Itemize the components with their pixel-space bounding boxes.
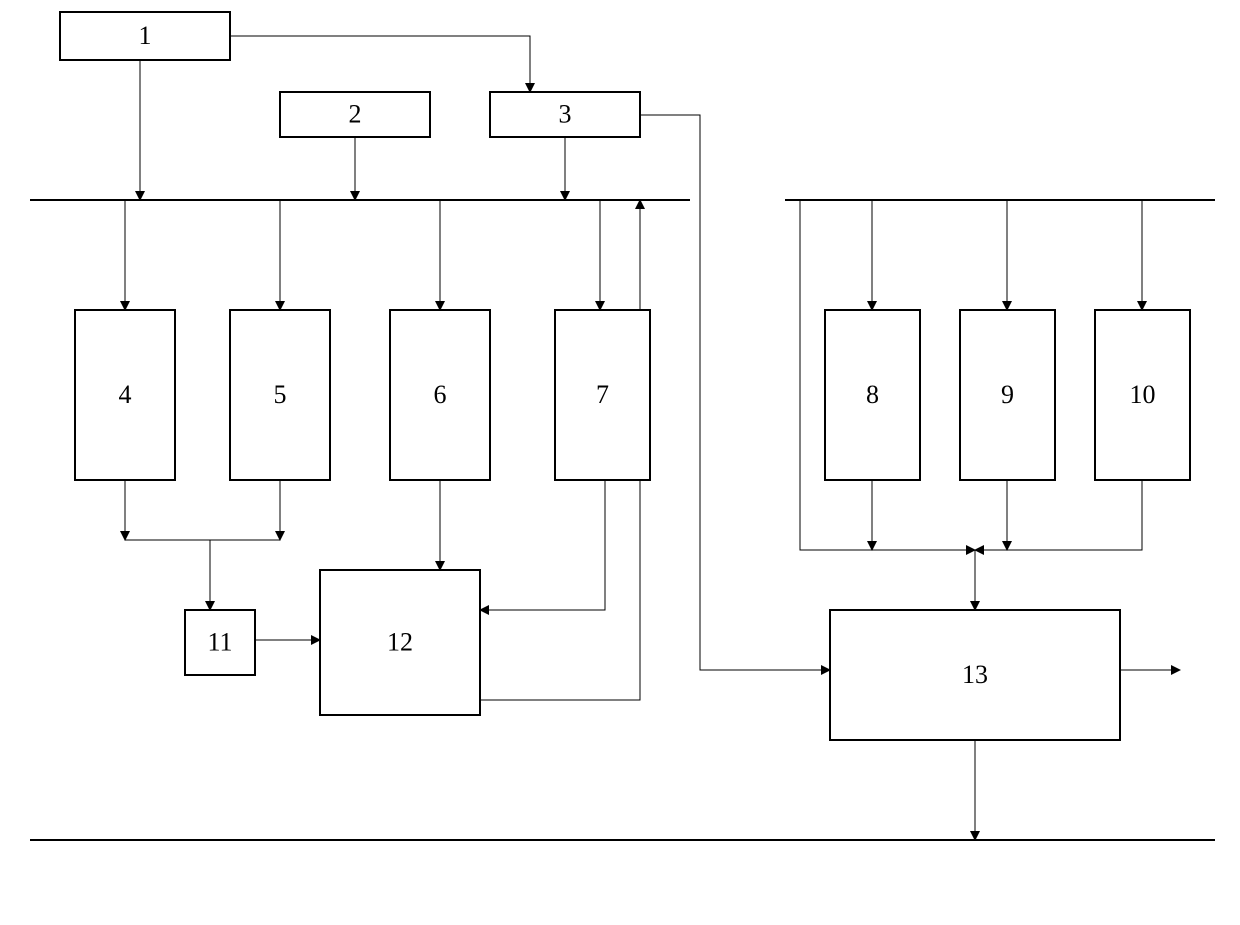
node-label-n2: 2 xyxy=(349,99,362,128)
node-label-n8: 8 xyxy=(866,380,879,409)
node-n3: 3 xyxy=(490,92,640,137)
node-n13: 13 xyxy=(830,610,1120,740)
node-n7: 7 xyxy=(555,310,650,480)
node-n8: 8 xyxy=(825,310,920,480)
node-label-n6: 6 xyxy=(434,380,447,409)
edge-17 xyxy=(480,480,605,610)
node-label-n13: 13 xyxy=(962,660,988,689)
node-n1: 1 xyxy=(60,12,230,60)
node-n11: 11 xyxy=(185,610,255,675)
node-label-n7: 7 xyxy=(596,380,609,409)
node-label-n1: 1 xyxy=(139,21,152,50)
block-diagram: 12345678910111213 xyxy=(0,0,1240,925)
edge-19 xyxy=(640,115,830,670)
node-label-n12: 12 xyxy=(387,627,413,656)
node-n5: 5 xyxy=(230,310,330,480)
node-label-n9: 9 xyxy=(1001,380,1014,409)
node-n9: 9 xyxy=(960,310,1055,480)
node-label-n10: 10 xyxy=(1130,380,1156,409)
node-label-n4: 4 xyxy=(119,380,132,409)
edge-11 xyxy=(125,480,280,540)
node-label-n5: 5 xyxy=(274,380,287,409)
edge-0 xyxy=(230,36,530,92)
node-label-n11: 11 xyxy=(207,627,232,656)
node-label-n3: 3 xyxy=(559,99,572,128)
node-n2: 2 xyxy=(280,92,430,137)
node-n6: 6 xyxy=(390,310,490,480)
node-n4: 4 xyxy=(75,310,175,480)
node-n12: 12 xyxy=(320,570,480,715)
node-n10: 10 xyxy=(1095,310,1190,480)
edge-23 xyxy=(975,480,1142,550)
